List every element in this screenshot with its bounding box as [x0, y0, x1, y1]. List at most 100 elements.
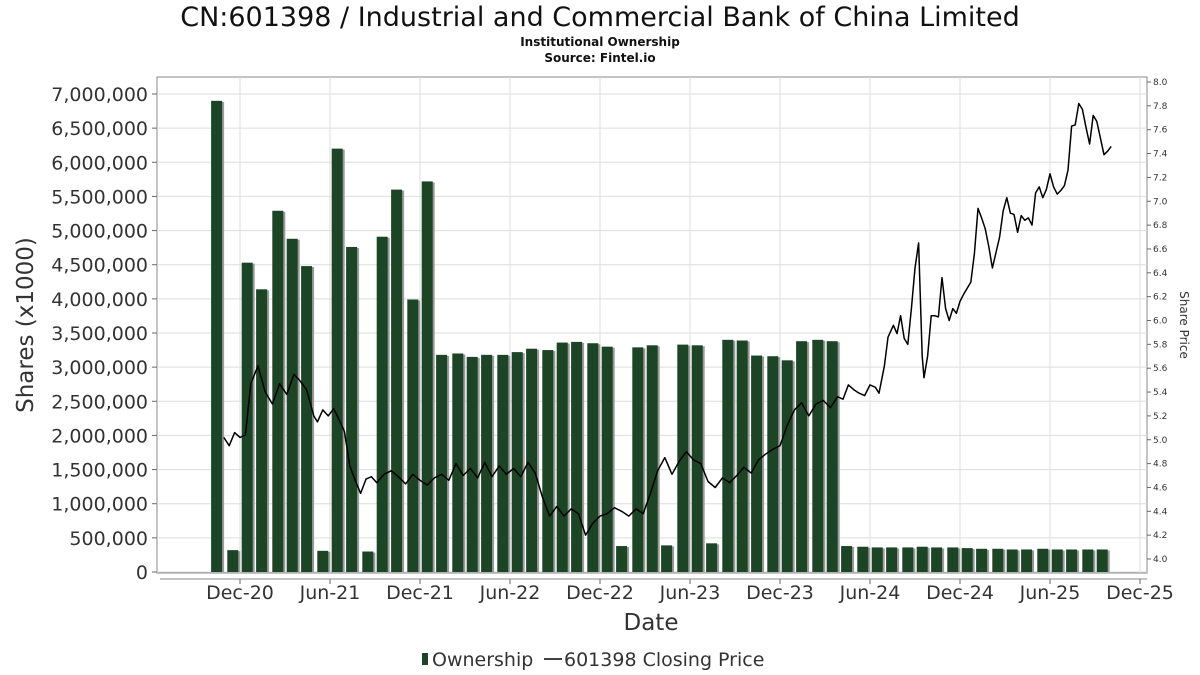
ownership-bar — [796, 341, 808, 572]
ownership-bar — [886, 547, 898, 572]
y2-tick-label: 5.8 — [1153, 340, 1168, 350]
ownership-bar — [1082, 549, 1094, 572]
ownership-bar — [497, 354, 509, 572]
ownership-bar — [511, 352, 523, 572]
y2-tick-label: 6.2 — [1153, 293, 1167, 303]
y2-tick-label: 4.0 — [1153, 555, 1168, 565]
ownership-bar — [1021, 549, 1033, 572]
y2-tick-label: 6.0 — [1153, 317, 1168, 327]
y-tick-label: 0 — [136, 562, 148, 584]
y2-tick-label: 4.4 — [1153, 507, 1168, 517]
ownership-bar — [542, 350, 554, 572]
ownership-bar — [211, 100, 223, 572]
ownership-bar — [571, 341, 583, 572]
ownership-bar — [857, 546, 869, 572]
ownership-bar — [556, 342, 568, 572]
x-tick-label: Dec-21 — [386, 582, 454, 604]
y2-tick-label: 4.2 — [1153, 531, 1167, 541]
y-tick-label: 3,000,000 — [51, 357, 148, 379]
ownership-bar — [616, 546, 628, 572]
x-tick-label: Jun-25 — [1019, 582, 1081, 604]
y2-tick-label: 7.6 — [1153, 126, 1168, 136]
ownership-bar — [767, 356, 779, 572]
y2-tick-label: 5.0 — [1153, 436, 1168, 446]
ownership-bar — [677, 344, 689, 572]
chart-title: CN:601398 / Industrial and Commercial Ba… — [180, 2, 1020, 33]
y-tick-label: 3,500,000 — [51, 323, 148, 345]
y2-tick-label: 7.8 — [1153, 102, 1168, 112]
ownership-bar — [481, 354, 493, 572]
ownership-bar — [781, 360, 793, 572]
ownership-bar — [871, 547, 883, 572]
y-tick-label: 1,500,000 — [51, 460, 148, 482]
price-line — [223, 102, 1112, 536]
ownership-bar — [931, 547, 943, 572]
ownership-bar — [272, 210, 284, 573]
ownership-bar — [916, 546, 928, 572]
ownership-bar — [407, 299, 419, 572]
ownership-bar — [346, 246, 358, 572]
ownership-bar — [661, 545, 673, 572]
ownership-bar — [1066, 549, 1078, 572]
y-tick-label: 7,000,000 — [51, 84, 148, 106]
x-tick-label: Jun-22 — [479, 582, 541, 604]
y-tick-label: 6,500,000 — [51, 118, 148, 140]
ownership-bar — [286, 238, 298, 572]
ownership-bar — [452, 353, 464, 572]
ownership-bar — [436, 354, 448, 572]
ownership-bars — [211, 100, 1110, 573]
ownership-bar — [902, 547, 914, 572]
ownership-bar — [1051, 549, 1063, 572]
y-tick-label: 4,500,000 — [51, 255, 148, 277]
legend: Ownership 601398 Closing Price — [422, 649, 764, 671]
x-tick-label: Dec-24 — [926, 582, 994, 604]
y-tick-label: 6,000,000 — [51, 152, 148, 174]
ownership-bar — [391, 189, 403, 572]
x-tick-label: Dec-20 — [206, 582, 274, 604]
y2-tick-label: 6.4 — [1153, 269, 1168, 279]
ownership-bar — [466, 356, 478, 572]
x-tick-label: Dec-23 — [746, 582, 814, 604]
ownership-bar — [317, 550, 329, 572]
ownership-bar — [587, 343, 599, 572]
y2-tick-label: 8.0 — [1153, 78, 1168, 88]
ownership-bar — [812, 339, 824, 572]
ownership-bar — [362, 551, 374, 572]
y2-tick-label: 5.2 — [1153, 412, 1167, 422]
y2-tick-label: 7.0 — [1153, 197, 1168, 207]
y-tick-label: 5,000,000 — [51, 221, 148, 243]
ownership-bar — [331, 148, 343, 572]
ownership-bar — [1006, 549, 1018, 572]
ownership-bar — [992, 548, 1004, 572]
y2-axis-label: Share Price — [1177, 291, 1191, 359]
x-tick-label: Jun-24 — [839, 582, 901, 604]
ownership-bar — [646, 345, 658, 572]
x-tick-label: Jun-21 — [299, 582, 361, 604]
ownership-bar — [722, 339, 734, 572]
legend-ownership-swatch — [422, 653, 428, 665]
y-tick-label: 1,000,000 — [51, 494, 148, 516]
y2-tick-label: 5.4 — [1153, 388, 1168, 398]
y2-tick-label: 6.8 — [1153, 221, 1168, 231]
price-polyline — [223, 102, 1112, 536]
y-axis-label: Shares (x1000) — [13, 237, 39, 413]
ownership-bar — [526, 348, 538, 572]
x-tick-label: Dec-22 — [566, 582, 634, 604]
y2-tick-label: 6.6 — [1153, 245, 1168, 255]
y2-tick-label: 4.8 — [1153, 460, 1168, 470]
legend-price-label: 601398 Closing Price — [564, 649, 764, 671]
y-tick-label: 5,500,000 — [51, 186, 148, 208]
y-tick-label: 500,000 — [69, 528, 148, 550]
ownership-bar — [227, 550, 239, 572]
y-tick-label: 4,000,000 — [51, 289, 148, 311]
ownership-bar — [826, 341, 838, 572]
ownership-bar — [961, 548, 973, 572]
chart-subtitle: Institutional Ownership — [520, 35, 680, 49]
ownership-bar — [601, 346, 613, 572]
y2-tick-label: 4.6 — [1153, 483, 1168, 493]
x-tick-label: Jun-23 — [659, 582, 721, 604]
chart-source: Source: Fintel.io — [544, 51, 656, 65]
y2-tick-label: 7.2 — [1153, 173, 1167, 183]
y2-tick-label: 5.6 — [1153, 364, 1168, 374]
y2-tick-label: 7.4 — [1153, 150, 1168, 160]
